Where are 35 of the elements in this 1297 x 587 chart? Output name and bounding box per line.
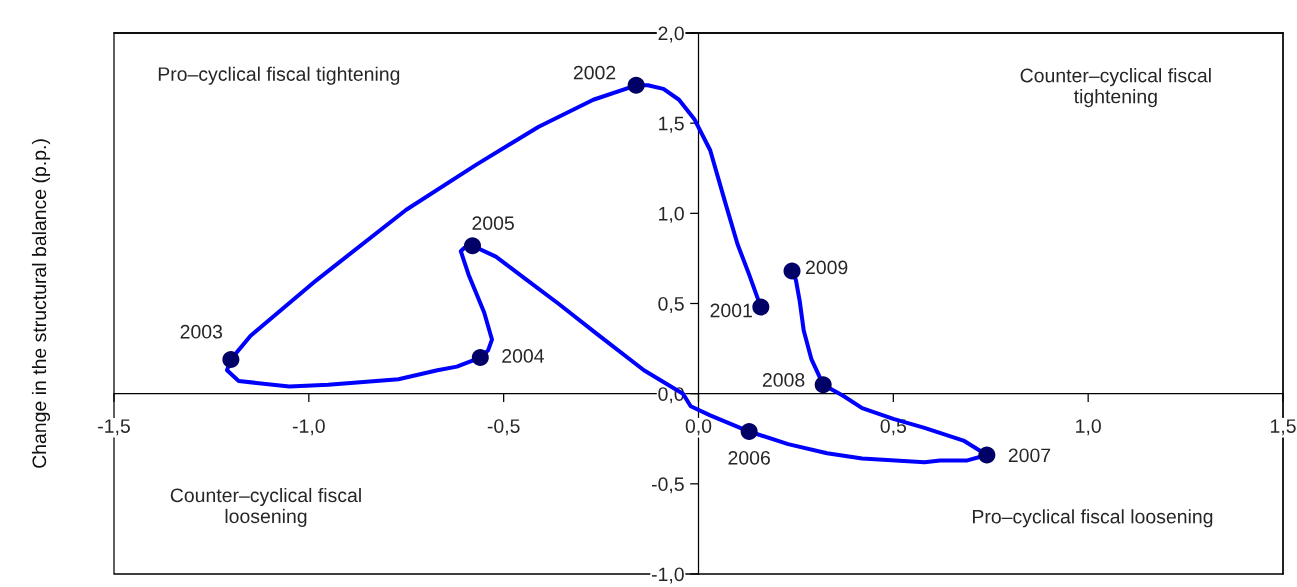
y-tick-label: 1,5 <box>659 116 684 133</box>
y-axis-title: Change in the structural balance (p.p.) <box>31 139 51 468</box>
point <box>463 237 481 255</box>
y-tick-label: 0,5 <box>658 296 684 314</box>
annotation: 2009 <box>806 260 848 275</box>
x-tick-label: 1,0 <box>1076 419 1101 436</box>
y-tick-label: 2,0 <box>658 26 684 43</box>
point <box>471 349 489 367</box>
point <box>752 298 770 316</box>
annotation: 2002 <box>573 65 616 80</box>
x-tick-label: 0,0 <box>685 419 712 436</box>
annotation: 2007 <box>1008 448 1051 463</box>
x-tick-label: -1,0 <box>292 419 325 436</box>
y-tick-label: 1,0 <box>659 206 684 223</box>
point <box>740 423 758 441</box>
point <box>627 76 645 94</box>
annotation: 2004 <box>502 349 544 363</box>
annotation: 2008 <box>762 373 805 387</box>
point <box>978 446 996 464</box>
x-tick-label: -0,5 <box>487 419 520 436</box>
annotation: Counter–cyclical fiscal loosening <box>170 487 361 527</box>
y-tick-label: -1,0 <box>651 567 684 584</box>
y-tick-label: -0,5 <box>651 477 684 494</box>
annotation: Pro–cyclical fiscal tightening <box>158 66 400 85</box>
point <box>783 262 801 280</box>
point <box>222 350 240 368</box>
x-tick-label: 1,5 <box>1270 419 1296 436</box>
x-tick-label: -1,5 <box>98 419 130 436</box>
annotation: 2005 <box>472 216 514 231</box>
point <box>814 376 832 394</box>
annotation: 2001 <box>710 303 752 318</box>
annotation: Pro–cyclical fiscal loosening <box>973 509 1213 528</box>
annotation: 2003 <box>180 324 223 339</box>
annotation: 2006 <box>728 450 770 465</box>
annotation: Counter–cyclical fiscal tightening <box>1020 68 1211 108</box>
